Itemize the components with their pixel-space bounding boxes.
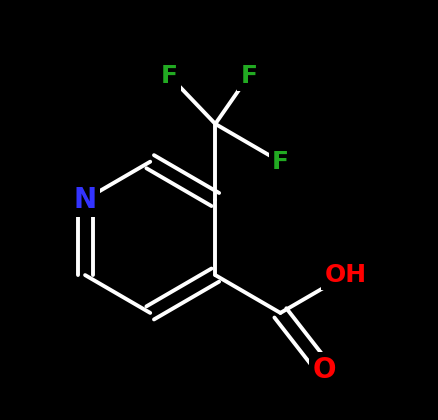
Text: F: F [240, 63, 257, 88]
Text: F: F [160, 63, 177, 88]
Text: OH: OH [324, 263, 366, 287]
Text: O: O [312, 356, 336, 383]
Text: F: F [271, 150, 288, 174]
Text: N: N [74, 186, 96, 213]
